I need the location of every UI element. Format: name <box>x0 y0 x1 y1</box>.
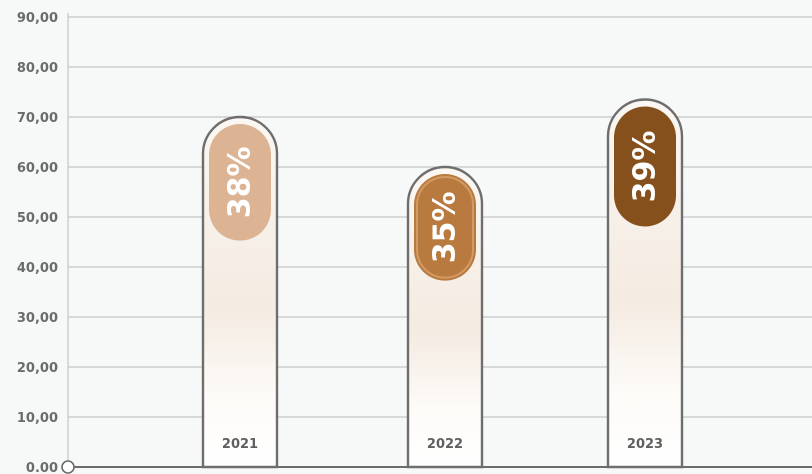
bar-percent-label: 39% <box>628 131 663 203</box>
y-tick-label: 30,00 <box>17 311 58 326</box>
y-tick-label: 50,00 <box>17 211 58 226</box>
y-tick-label: 60,00 <box>17 161 58 176</box>
x-tick-label: 2021 <box>222 437 258 452</box>
bar-percent-label: 35% <box>428 191 463 263</box>
y-tick-label: 90,00 <box>17 11 58 26</box>
bar-2023: 39% 2023 <box>606 98 684 469</box>
y-tick-label: 0.00 <box>26 461 58 474</box>
bar-pill-inner-ring <box>416 176 474 279</box>
bar-2022: 35% 2022 <box>406 165 484 469</box>
bar-pill <box>614 106 676 227</box>
bar-pill <box>414 174 476 281</box>
bar-percent-label: 38% <box>223 146 258 218</box>
bar-pill <box>209 124 271 241</box>
bars: 38% 2021 35% 2022 39% 2023 <box>201 98 684 469</box>
axes: 0.00 10,00 20,00 30,00 40,00 50,00 60,00 70,00 8… <box>17 11 812 474</box>
axis-origin-marker <box>61 460 75 474</box>
y-tick-label: 10,00 <box>17 411 58 426</box>
x-tick-label: 2022 <box>427 437 463 452</box>
y-tick-label: 70,00 <box>17 111 58 126</box>
x-tick-label: 2023 <box>627 437 663 452</box>
bar-2021: 38% 2021 <box>201 115 279 469</box>
y-tick-label: 40,00 <box>17 261 58 276</box>
y-tick-label: 80,00 <box>17 61 58 76</box>
y-tick-label: 20,00 <box>17 361 58 376</box>
